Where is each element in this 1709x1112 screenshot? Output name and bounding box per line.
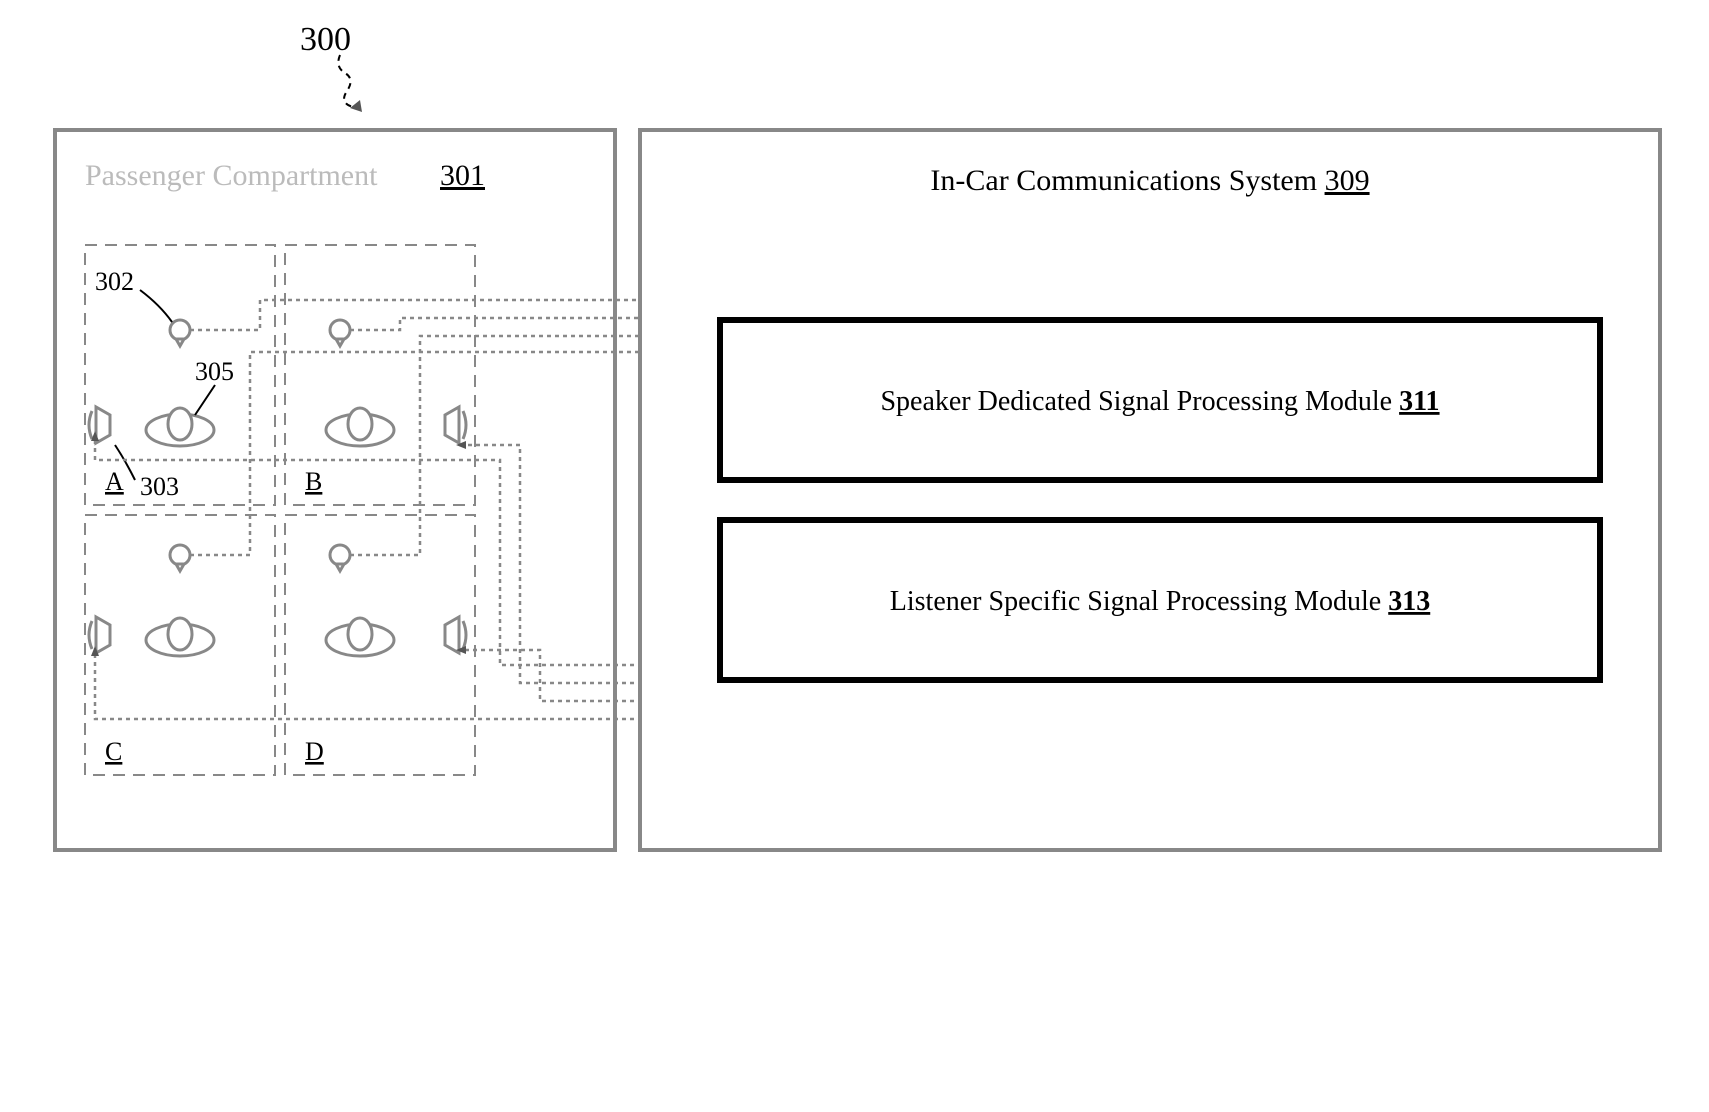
- seat-label-a: A: [105, 467, 124, 496]
- speaker-module-label: Speaker Dedicated Signal Processing Modu…: [880, 386, 1439, 417]
- listener-module-text: Listener Specific Signal Processing Modu…: [890, 586, 1388, 617]
- listener-module-ref: 313: [1388, 586, 1430, 617]
- seat-label-c: C: [105, 737, 122, 766]
- speaker-module-ref: 311: [1399, 386, 1439, 417]
- figure-ref-leader: [338, 55, 353, 107]
- comm-system-title-text: In-Car Communications System: [930, 164, 1324, 197]
- comm-system-ref: 309: [1325, 164, 1370, 197]
- head-ref: 305: [195, 357, 234, 386]
- seat-label-d: D: [305, 737, 324, 766]
- figure-ref: 300: [300, 21, 351, 58]
- speaker-ref: 303: [140, 472, 179, 501]
- passenger-compartment-title: Passenger Compartment: [85, 159, 378, 192]
- comm-system-box: [640, 130, 1660, 850]
- speaker-module-text: Speaker Dedicated Signal Processing Modu…: [880, 386, 1399, 417]
- figure-canvas: 300 Passenger Compartment 301 A B C D: [0, 0, 1709, 1112]
- passenger-compartment-ref: 301: [440, 159, 485, 192]
- figure-ref-arrow: [350, 100, 362, 112]
- passenger-compartment-box: [55, 130, 615, 850]
- seat-label-b: B: [305, 467, 322, 496]
- listener-module-label: Listener Specific Signal Processing Modu…: [890, 586, 1430, 617]
- comm-system-title: In-Car Communications System 309: [930, 164, 1369, 197]
- mic-ref: 302: [95, 267, 134, 296]
